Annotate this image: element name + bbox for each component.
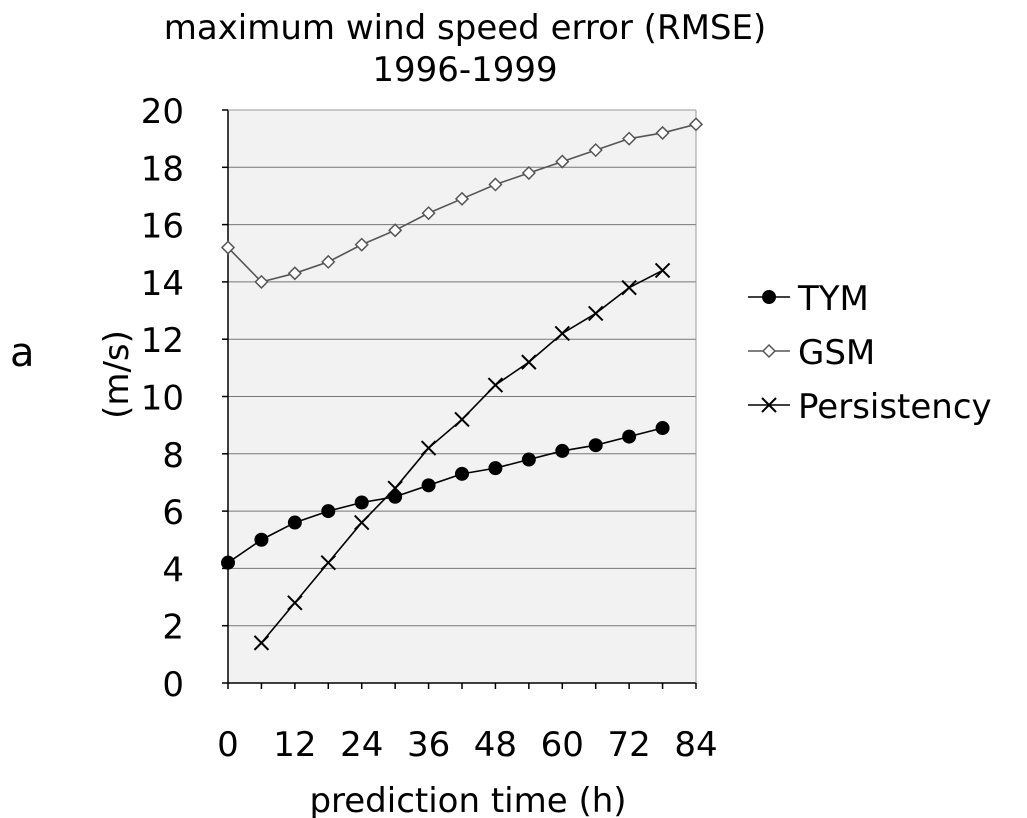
data-point-gsm bbox=[555, 154, 570, 169]
x-marker-stroke bbox=[320, 554, 336, 571]
x-tick-label: 72 bbox=[608, 725, 651, 765]
x-tick-label: 84 bbox=[674, 725, 717, 765]
x-marker-stroke bbox=[761, 397, 777, 413]
y-tick-label: 12 bbox=[141, 321, 184, 361]
data-point-gsm bbox=[488, 177, 503, 192]
data-point-gsm bbox=[655, 125, 670, 140]
x-tick-label: 12 bbox=[273, 725, 316, 765]
legend-entry-tym: TYM bbox=[748, 279, 869, 319]
chart-subtitle: 1996-1999 bbox=[372, 50, 558, 90]
legend-entry-gsm: GSM bbox=[748, 333, 875, 373]
series-persistency bbox=[253, 262, 671, 651]
series-tym bbox=[221, 421, 670, 570]
x-marker-stroke bbox=[253, 635, 270, 651]
x-marker-stroke bbox=[487, 377, 504, 393]
y-axis-label: (m/s) bbox=[97, 330, 137, 419]
legend-marker bbox=[762, 290, 776, 304]
data-point-tym bbox=[321, 504, 336, 519]
y-tick-label: 14 bbox=[141, 264, 184, 304]
data-point-persistency bbox=[454, 411, 470, 428]
data-point-tym bbox=[455, 466, 469, 481]
y-tick-label: 6 bbox=[162, 493, 184, 533]
x-marker-stroke bbox=[387, 480, 403, 496]
data-point-persistency bbox=[554, 325, 570, 342]
legend-entry-persistency: Persistency bbox=[748, 387, 992, 427]
data-point-gsm bbox=[287, 266, 302, 281]
data-point-gsm bbox=[454, 191, 470, 206]
data-point-tym bbox=[421, 478, 436, 493]
legend-marker bbox=[761, 343, 777, 359]
panel-label: a bbox=[10, 330, 35, 376]
x-marker-stroke bbox=[588, 305, 604, 322]
series-gsm bbox=[220, 117, 704, 289]
data-point-persistency bbox=[320, 554, 336, 571]
data-point-tym bbox=[555, 443, 570, 458]
chart-title: maximum wind speed error (RMSE) bbox=[163, 8, 767, 48]
legend-label: Persistency bbox=[798, 387, 992, 427]
data-point-tym bbox=[388, 489, 403, 504]
data-point-gsm bbox=[321, 254, 336, 269]
data-point-gsm bbox=[254, 274, 269, 289]
data-point-persistency bbox=[420, 440, 437, 456]
legend-label: GSM bbox=[798, 333, 875, 373]
x-marker-stroke bbox=[521, 354, 537, 370]
x-marker-stroke bbox=[454, 411, 470, 428]
data-point-tym bbox=[287, 515, 302, 530]
data-point-gsm bbox=[588, 143, 603, 158]
y-tick-label: 18 bbox=[141, 149, 184, 189]
x-marker-stroke bbox=[287, 595, 303, 611]
data-point-persistency bbox=[654, 262, 671, 279]
legend-marker bbox=[761, 397, 777, 413]
data-point-tym bbox=[622, 429, 637, 444]
data-point-gsm bbox=[220, 240, 236, 255]
y-tick-label: 4 bbox=[162, 550, 184, 590]
x-tick-label: 24 bbox=[340, 725, 383, 765]
data-point-persistency bbox=[487, 377, 504, 393]
data-point-persistency bbox=[387, 480, 403, 496]
legend-label: TYM bbox=[797, 279, 869, 319]
x-tick-label: 48 bbox=[474, 725, 517, 765]
x-marker-stroke bbox=[354, 514, 370, 531]
x-marker-stroke bbox=[554, 325, 570, 342]
y-tick-label: 10 bbox=[141, 379, 184, 419]
data-point-persistency bbox=[621, 279, 637, 296]
data-point-persistency bbox=[287, 595, 303, 611]
y-tick-label: 20 bbox=[141, 92, 184, 132]
data-point-tym bbox=[588, 438, 603, 453]
data-point-gsm bbox=[388, 223, 403, 238]
data-point-tym bbox=[221, 555, 235, 570]
x-marker-stroke bbox=[654, 262, 671, 279]
data-point-tym bbox=[254, 532, 269, 547]
x-tick-label: 60 bbox=[541, 725, 584, 765]
x-tick-label: 0 bbox=[217, 725, 239, 765]
x-marker-stroke bbox=[420, 440, 437, 456]
data-point-tym bbox=[521, 452, 536, 467]
data-point-gsm bbox=[622, 131, 637, 146]
data-point-gsm bbox=[421, 206, 436, 221]
data-point-gsm bbox=[688, 117, 704, 132]
data-point-persistency bbox=[354, 514, 370, 531]
x-axis-label: prediction time (h) bbox=[309, 781, 626, 818]
data-point-persistency bbox=[253, 635, 270, 651]
x-tick-label: 36 bbox=[407, 725, 450, 765]
data-point-gsm bbox=[354, 237, 369, 252]
data-point-tym bbox=[655, 421, 670, 436]
y-tick-label: 8 bbox=[162, 436, 184, 476]
data-point-tym bbox=[354, 495, 369, 510]
data-point-persistency bbox=[588, 305, 604, 322]
x-marker-stroke bbox=[621, 279, 637, 296]
y-tick-label: 2 bbox=[162, 608, 184, 648]
data-point-gsm bbox=[521, 165, 536, 181]
data-point-persistency bbox=[521, 354, 537, 370]
y-tick-label: 16 bbox=[141, 207, 184, 247]
data-point-tym bbox=[488, 461, 503, 476]
y-tick-label: 0 bbox=[162, 665, 184, 705]
